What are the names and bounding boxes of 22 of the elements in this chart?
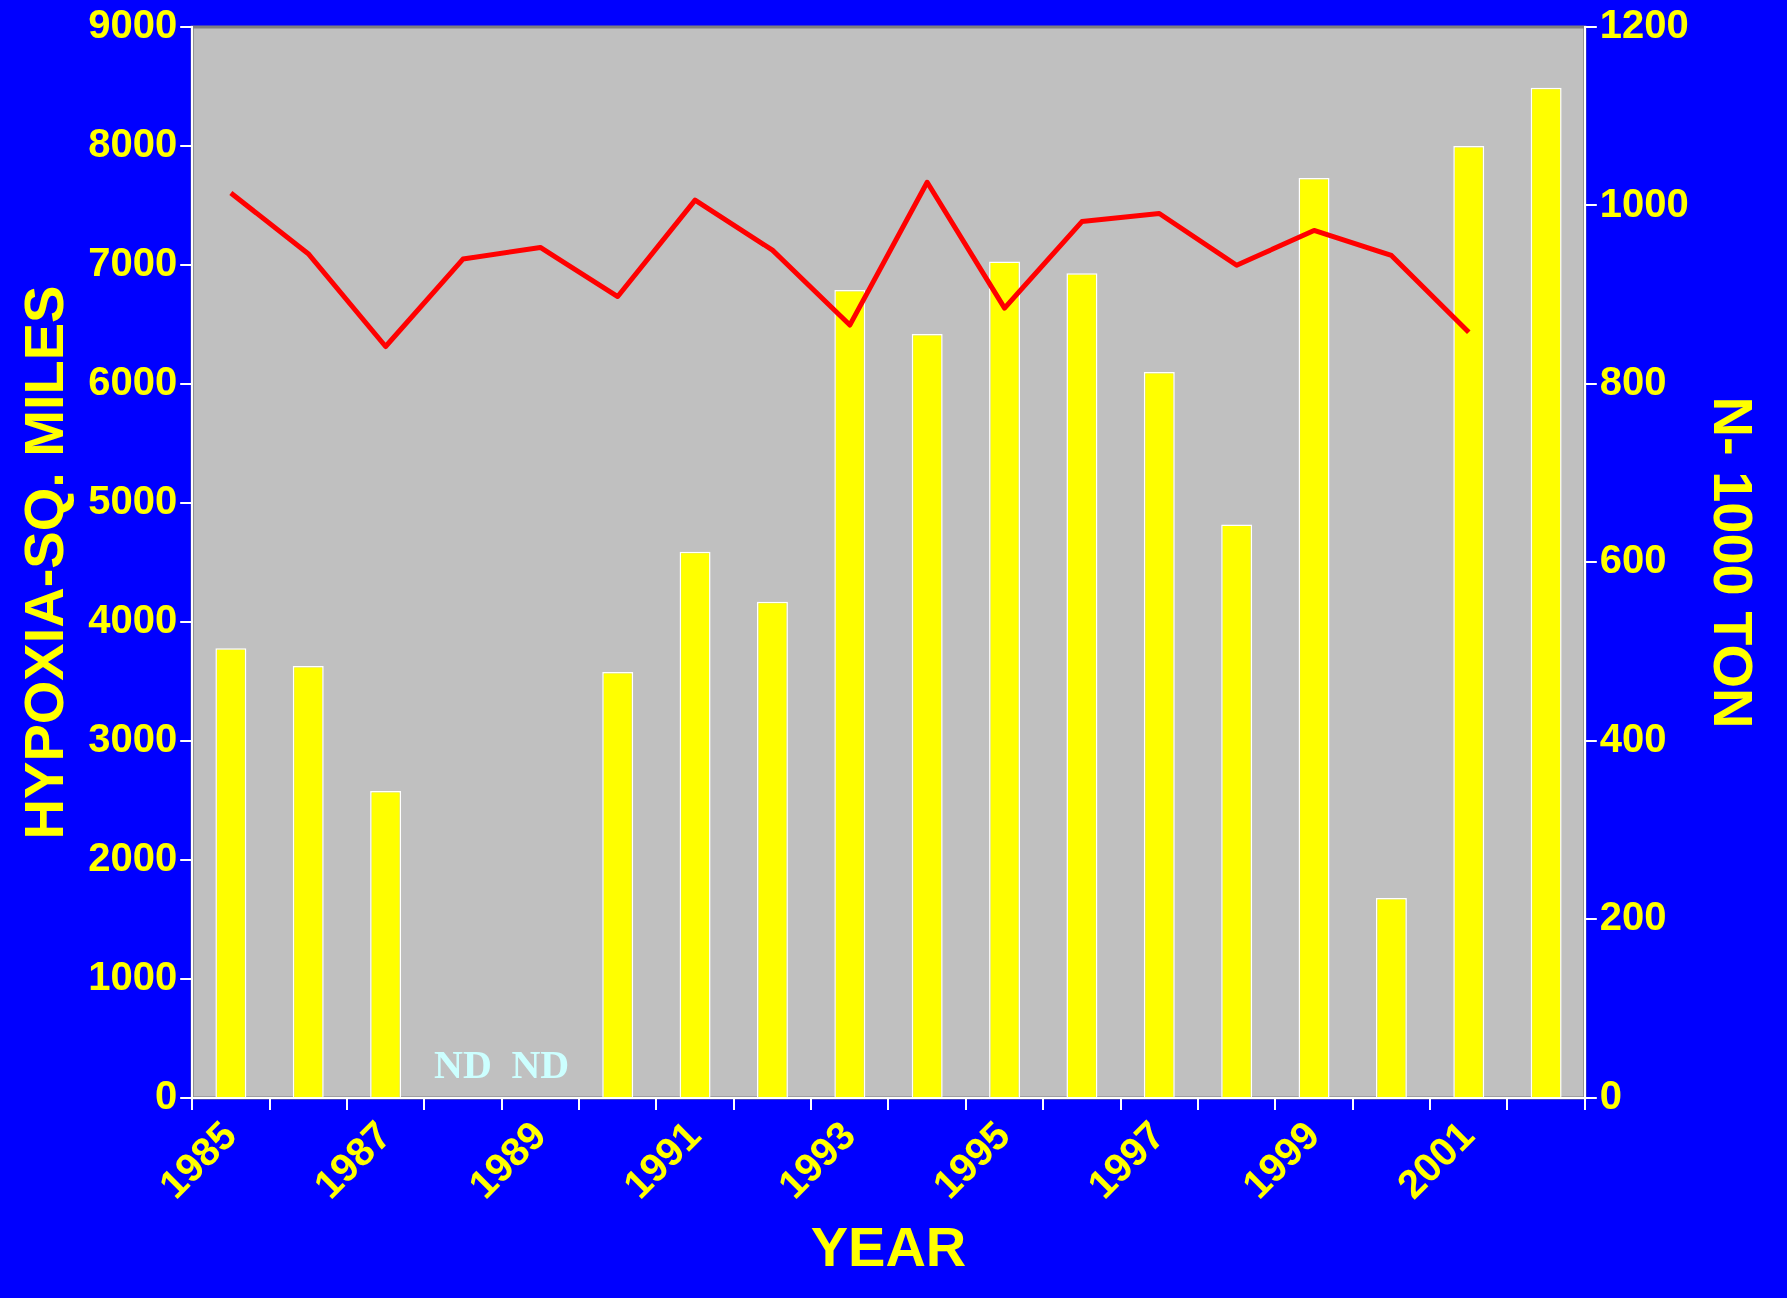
- x-axis-title: YEAR: [810, 1214, 967, 1278]
- y2-tick-label: 1200: [1599, 2, 1689, 47]
- y2-tick-label: 800: [1599, 359, 1667, 404]
- y-tick-label: 3000: [88, 715, 178, 760]
- text: ND: [511, 1042, 570, 1088]
- y2-tick-label: 200: [1599, 894, 1667, 939]
- y-tick-label: 0: [154, 1072, 178, 1117]
- y-tick-label: 1000: [88, 953, 178, 998]
- y-tick-label: 5000: [88, 478, 178, 522]
- y-tick-label: 7000: [88, 240, 178, 285]
- y-axis-title: HYPOXIA-SQ. MILES: [12, 285, 76, 840]
- text: ND: [434, 1042, 492, 1088]
- y2-tick-label: 0: [1599, 1072, 1623, 1117]
- y-tick-label: 2000: [88, 834, 178, 879]
- y2-tick-label: 600: [1599, 537, 1667, 582]
- y-tick-label: 9000: [88, 2, 178, 47]
- y-tick-label: 6000: [88, 359, 178, 404]
- y2-axis-title: N- 1000 TON: [1701, 396, 1765, 729]
- y2-tick-label: 1000: [1599, 180, 1689, 225]
- y-tick-label: 8000: [88, 121, 178, 166]
- y-tick-label: 4000: [88, 597, 178, 641]
- y2-tick-label: 400: [1599, 715, 1667, 760]
